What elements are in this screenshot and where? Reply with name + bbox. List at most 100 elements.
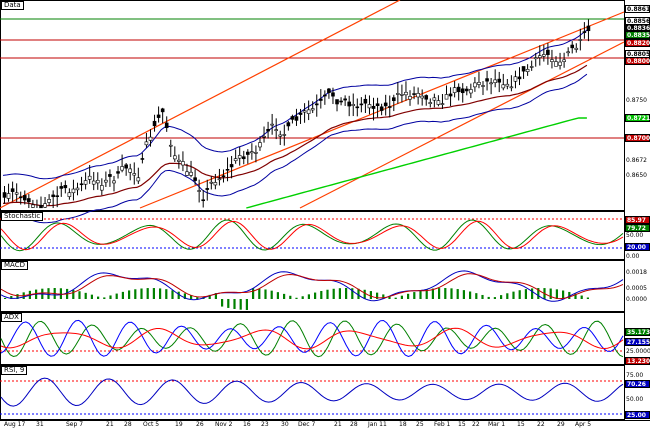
candle-body (51, 194, 55, 198)
candle-body (246, 151, 250, 155)
pane-frame (0, 365, 625, 420)
pane-frame (0, 211, 625, 260)
adx-pane-title: ADX (1, 313, 22, 322)
candle-body (258, 142, 262, 148)
candle-body (112, 180, 116, 184)
candle-body (201, 199, 206, 202)
macd-histogram-bar (338, 288, 341, 299)
candle-body (87, 175, 92, 180)
main-price-label: 0.8861 (625, 5, 650, 13)
macd-histogram-bar (388, 296, 391, 299)
macd-histogram-bar (47, 288, 50, 299)
macd-histogram-bar (146, 288, 149, 299)
macd-histogram-bar (444, 288, 447, 299)
candle-body (432, 97, 437, 101)
macd-histogram-bar (574, 293, 577, 299)
candle-body (136, 177, 141, 182)
pane-frame (0, 260, 625, 312)
date-label: 29 (557, 421, 565, 428)
candle-body (225, 168, 230, 171)
candle-body (71, 188, 76, 194)
candle-body (310, 108, 315, 111)
candle-body (542, 54, 546, 57)
candle-body (79, 183, 84, 186)
macd-histogram-bar (580, 295, 583, 299)
main-price-label: 0.8721 (625, 114, 650, 122)
adx-di-plus-line (0, 320, 624, 358)
candle-body (63, 185, 68, 189)
candle-body (550, 59, 554, 62)
main-price-label: 0.8835 (625, 31, 650, 39)
main-price-label: 0.8820 (625, 39, 650, 47)
date-label: Jan 11 (368, 421, 387, 428)
bollinger-lower (2, 73, 588, 224)
candle-body (343, 98, 347, 101)
candle-body (387, 106, 392, 108)
macd-histogram-bar (84, 292, 87, 299)
macd-histogram-bar (134, 289, 137, 299)
candle-body (323, 94, 327, 97)
adx-level-label: 13.2300 (625, 357, 650, 365)
adx-level-label: 35.1733 (625, 328, 650, 336)
candle-body (586, 25, 591, 32)
macd-histogram-bar (239, 299, 242, 310)
candle-body (497, 78, 502, 83)
candle-body (266, 128, 270, 132)
macd-histogram-bar (376, 292, 379, 299)
date-label: 19 (175, 421, 183, 428)
candle-body (22, 195, 27, 201)
date-label: Oct 5 (143, 421, 160, 428)
macd-histogram-bar (462, 290, 465, 299)
date-label: 30 (281, 421, 289, 428)
stochastic-level-label: 85.97 (625, 216, 650, 224)
candle-body (521, 66, 526, 72)
candle-body (355, 106, 360, 109)
macd-line (0, 270, 624, 302)
candle-body (160, 108, 165, 113)
candle-body (59, 186, 64, 189)
date-label: 18 (399, 421, 407, 428)
candle-body (379, 106, 384, 111)
macd-histogram-bar (568, 291, 571, 299)
candle-body (67, 192, 72, 197)
macd-histogram-bar (252, 288, 255, 299)
macd-histogram-bar (357, 288, 360, 299)
candle-body (460, 88, 465, 94)
macd-histogram-bar (283, 293, 286, 299)
main-price-label: 0.8700 (625, 134, 650, 142)
candle-body (412, 93, 416, 95)
candle-body (120, 166, 124, 171)
candle-body (274, 129, 278, 131)
macd-histogram-bar (407, 293, 410, 299)
candle-body (331, 92, 335, 97)
candle-body (237, 155, 242, 159)
candle-body (396, 93, 400, 95)
macd-histogram-bar (493, 297, 496, 299)
pane-frame (0, 312, 625, 365)
bollinger-upper (2, 29, 588, 180)
candle-body (424, 95, 429, 100)
macd-histogram-bar (351, 288, 354, 299)
candle-body (444, 94, 449, 100)
stochastic-level-label: 20.00 (625, 243, 650, 251)
date-label: 21 (334, 421, 342, 428)
candle-body (31, 204, 35, 208)
candle-body (241, 156, 246, 160)
macd-histogram-bar (264, 289, 267, 299)
channel-line-upper (0, 0, 401, 209)
candle-body (481, 85, 485, 87)
candle-body (537, 55, 542, 58)
macd-histogram-bar (369, 291, 372, 299)
macd-histogram-bar (512, 291, 515, 299)
macd-histogram-bar (276, 292, 279, 299)
macd-histogram-bar (394, 297, 397, 299)
main-pane-title: Data (1, 1, 24, 10)
candle-body (75, 187, 80, 191)
candle-body (2, 192, 7, 198)
candle-body (464, 88, 469, 92)
candle-body (47, 199, 51, 203)
macd-histogram-bar (382, 294, 385, 299)
date-label: Nov 2 (215, 421, 233, 428)
macd-histogram-bar (326, 289, 329, 299)
